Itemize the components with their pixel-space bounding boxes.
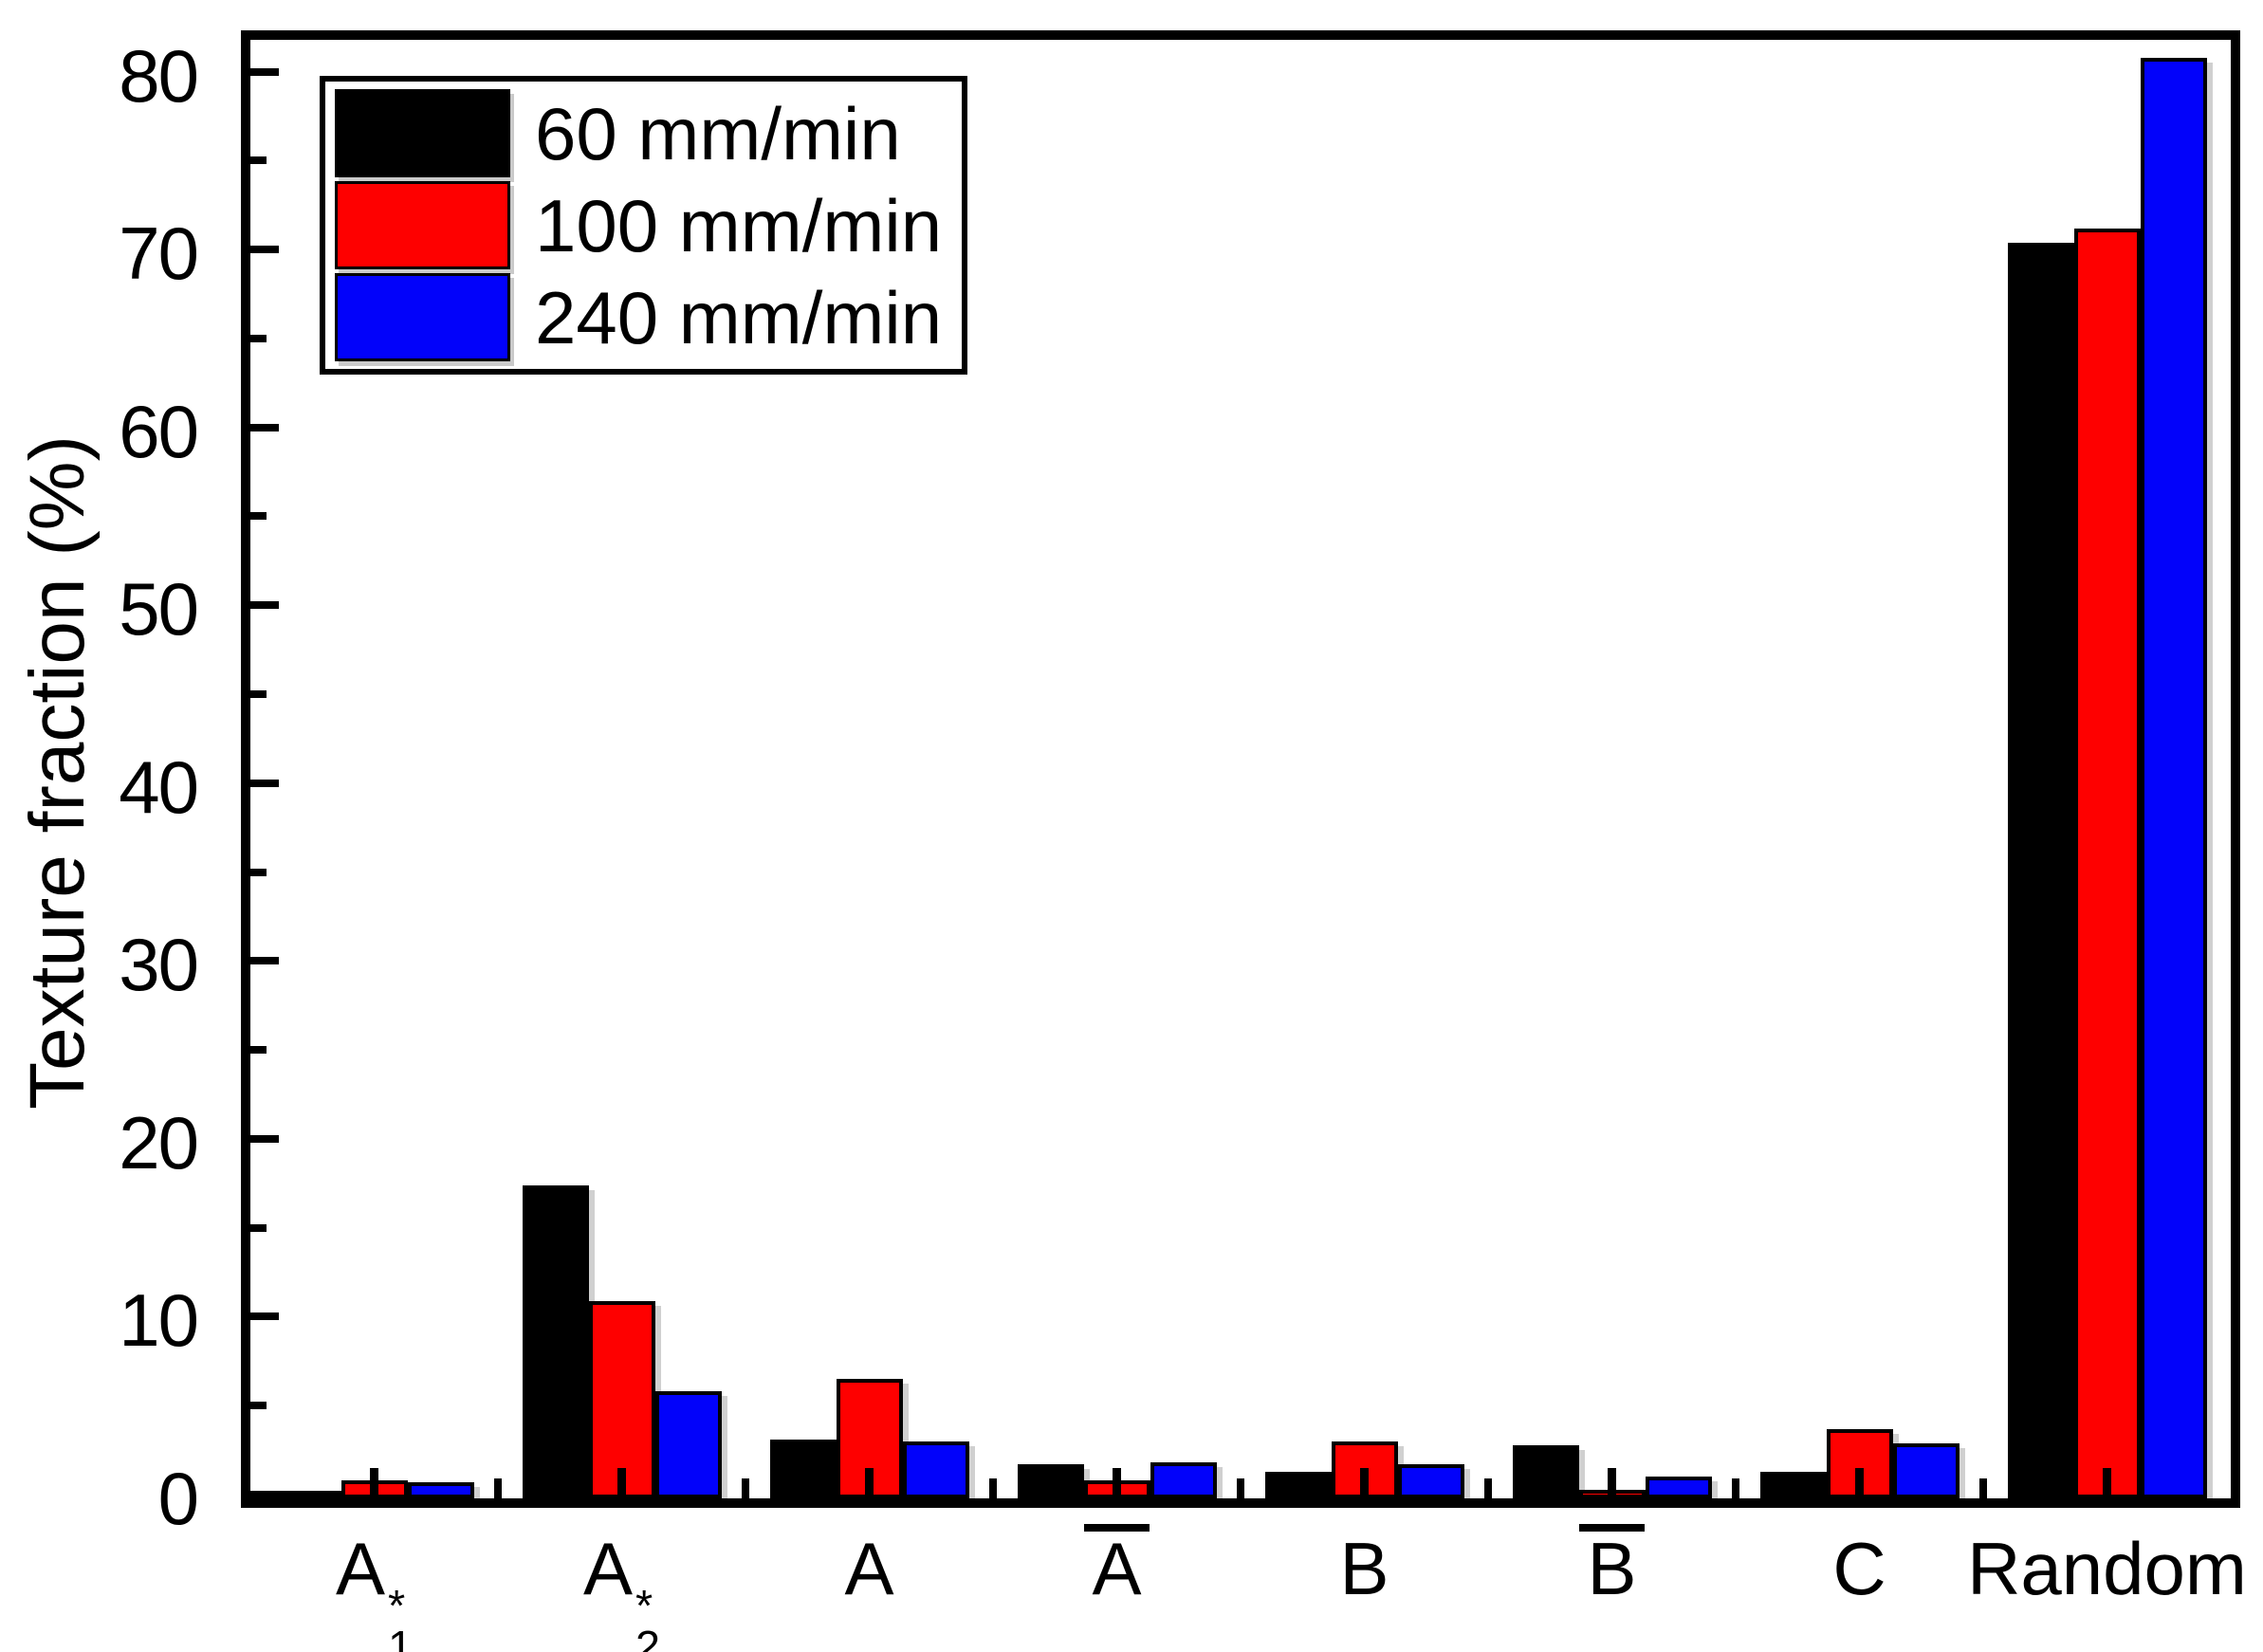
x-center-tick bbox=[617, 1468, 626, 1498]
bar-240-mm/min-cat5 bbox=[1645, 1477, 1712, 1498]
y-tick-label: 20 bbox=[119, 1100, 199, 1184]
bar-240-mm/min-cat7 bbox=[2140, 58, 2207, 1498]
bar-240-mm/min-cat2 bbox=[902, 1441, 969, 1498]
overbar-letter: B bbox=[1579, 1524, 1645, 1606]
bar-100-mm/min-cat7 bbox=[2073, 229, 2141, 1498]
x-tick-label-abar: A bbox=[975, 1521, 1260, 1635]
x-center-tick bbox=[2103, 1468, 2111, 1498]
x-boundary-tick bbox=[989, 1478, 997, 1498]
superscript: * bbox=[388, 1581, 406, 1631]
x-center-tick bbox=[370, 1468, 378, 1498]
x-boundary-tick bbox=[742, 1478, 749, 1498]
bar-240-mm/min-cat0 bbox=[407, 1482, 474, 1498]
x-boundary-tick bbox=[1979, 1478, 1987, 1498]
legend: 60 mm/min 100 mm/min 240 mm/min bbox=[320, 76, 967, 375]
subscript: 2 bbox=[635, 1622, 661, 1652]
bar-60-mm/min-cat7 bbox=[2007, 243, 2074, 1498]
bar-60-mm/min-cat0 bbox=[274, 1491, 341, 1498]
x-tick-label-c: C bbox=[1832, 1527, 1886, 1610]
bar-240-mm/min-cat1 bbox=[654, 1391, 722, 1498]
y-major-tick bbox=[250, 246, 279, 254]
legend-item: 60 mm/min bbox=[335, 89, 952, 177]
y-tick-label: 80 bbox=[119, 33, 199, 118]
legend-label: 100 mm/min bbox=[535, 183, 943, 267]
y-tick-label: 40 bbox=[119, 744, 199, 829]
plot-inner: 60 mm/min 100 mm/min 240 mm/min bbox=[250, 40, 2231, 1498]
bar-60-mm/min-cat5 bbox=[1512, 1445, 1579, 1498]
y-tick-label: 10 bbox=[119, 1278, 199, 1363]
y-major-tick bbox=[250, 1312, 279, 1321]
x-boundary-tick bbox=[494, 1478, 502, 1498]
legend-swatch bbox=[335, 181, 510, 269]
legend-item: 100 mm/min bbox=[335, 181, 952, 269]
y-minor-tick bbox=[250, 334, 267, 342]
y-tick-label: 50 bbox=[119, 567, 199, 652]
sub-sup-stack: * 2 bbox=[635, 1581, 661, 1652]
x-boundary-tick bbox=[1484, 1478, 1492, 1498]
x-tick-label-bbar: B bbox=[1470, 1521, 1755, 1635]
subscript: 1 bbox=[388, 1622, 414, 1652]
sub-sup-stack: * 1 bbox=[388, 1581, 414, 1652]
y-tick-label: 70 bbox=[119, 211, 199, 296]
y-minor-tick bbox=[250, 1223, 267, 1232]
bar-60-mm/min-cat6 bbox=[1759, 1472, 1827, 1498]
x-center-tick bbox=[865, 1468, 874, 1498]
superscript: * bbox=[635, 1581, 653, 1631]
legend-label: 60 mm/min bbox=[535, 91, 901, 175]
y-minor-tick bbox=[250, 512, 267, 521]
bar-60-mm/min-cat1 bbox=[522, 1185, 589, 1498]
plot-area: 60 mm/min 100 mm/min 240 mm/min bbox=[241, 30, 2240, 1508]
x-center-tick bbox=[1608, 1468, 1616, 1498]
x-center-tick bbox=[1113, 1468, 1121, 1498]
bar-240-mm/min-cat6 bbox=[1892, 1443, 1959, 1498]
legend-swatch bbox=[335, 273, 510, 361]
x-boundary-tick bbox=[1732, 1478, 1739, 1498]
bar-60-mm/min-cat4 bbox=[1264, 1472, 1332, 1498]
y-tick-label: 0 bbox=[157, 1457, 199, 1540]
legend-swatch bbox=[335, 89, 510, 177]
y-major-tick bbox=[250, 1134, 279, 1143]
y-minor-tick bbox=[250, 868, 267, 876]
x-tick-label-a1: A * 1 bbox=[232, 1521, 517, 1652]
x-center-tick bbox=[1360, 1468, 1369, 1498]
y-major-tick bbox=[250, 779, 279, 787]
y-tick-label: 60 bbox=[119, 389, 199, 473]
legend-label: 240 mm/min bbox=[535, 275, 943, 359]
y-minor-tick bbox=[250, 1402, 267, 1410]
y-major-tick bbox=[250, 957, 279, 965]
y-major-tick bbox=[250, 1491, 279, 1498]
x-tick-label-b: B bbox=[1339, 1527, 1389, 1610]
y-tick-label: 30 bbox=[119, 923, 199, 1007]
bar-240-mm/min-cat4 bbox=[1397, 1464, 1464, 1498]
overbar-letter: A bbox=[1084, 1524, 1150, 1606]
y-major-tick bbox=[250, 423, 279, 431]
y-major-tick bbox=[250, 67, 279, 76]
y-minor-tick bbox=[250, 1046, 267, 1055]
x-center-tick bbox=[1855, 1468, 1864, 1498]
y-minor-tick bbox=[250, 689, 267, 698]
y-minor-tick bbox=[250, 156, 267, 165]
bar-240-mm/min-cat3 bbox=[1150, 1462, 1217, 1498]
bar-60-mm/min-cat2 bbox=[769, 1440, 837, 1498]
legend-item: 240 mm/min bbox=[335, 273, 952, 361]
x-tick-label-a: A bbox=[844, 1527, 894, 1610]
y-major-tick bbox=[250, 601, 279, 610]
x-tick-label-random: Random bbox=[1967, 1527, 2247, 1610]
x-tick-label-a2: A * 2 bbox=[480, 1521, 764, 1652]
bar-60-mm/min-cat3 bbox=[1017, 1464, 1084, 1498]
bar-100-mm/min-cat1 bbox=[588, 1301, 655, 1498]
x-boundary-tick bbox=[1237, 1478, 1244, 1498]
